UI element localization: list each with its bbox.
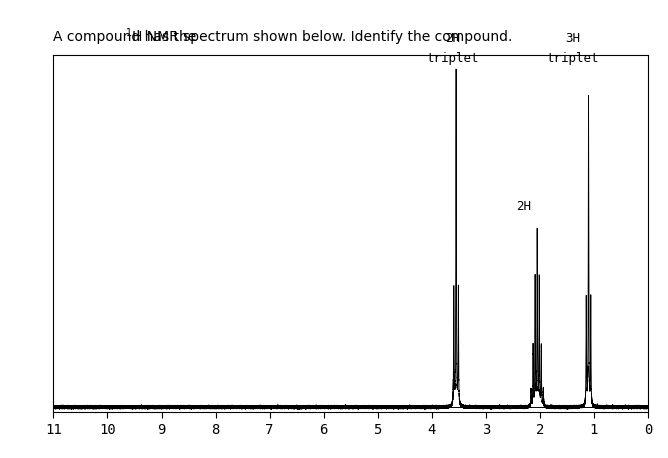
Text: 2H: 2H [445, 32, 460, 45]
Text: triplet: triplet [546, 52, 599, 65]
Text: A compound has the: A compound has the [53, 29, 201, 44]
Text: H NMR spectrum shown below. Identify the compound.: H NMR spectrum shown below. Identify the… [132, 29, 512, 44]
Text: 3H: 3H [564, 32, 580, 45]
Text: 2H: 2H [516, 200, 531, 213]
Text: 1: 1 [126, 28, 132, 38]
Text: triplet: triplet [426, 52, 478, 65]
